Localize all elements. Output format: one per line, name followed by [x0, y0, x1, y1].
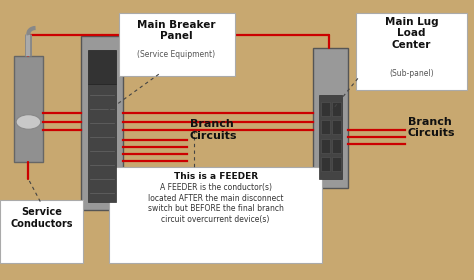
Text: A FEEDER is the conductor(s)
located AFTER the main disconnect
switch but BEFORE: A FEEDER is the conductor(s) located AFT…: [148, 183, 283, 224]
Bar: [88, 84, 116, 202]
Bar: [88, 50, 116, 84]
Bar: [321, 157, 330, 171]
Bar: [321, 120, 330, 134]
Bar: [332, 120, 341, 134]
Bar: [332, 139, 341, 153]
FancyBboxPatch shape: [0, 200, 83, 263]
FancyBboxPatch shape: [109, 167, 322, 263]
Text: Main Lug
Load
Center: Main Lug Load Center: [384, 17, 438, 50]
Bar: [319, 95, 342, 179]
Bar: [321, 139, 330, 153]
FancyBboxPatch shape: [118, 13, 235, 76]
Text: Branch
Circuits: Branch Circuits: [408, 116, 455, 138]
Text: Service
Conductors: Service Conductors: [10, 207, 73, 229]
Bar: [321, 102, 330, 116]
Text: Main Breaker
Panel: Main Breaker Panel: [137, 20, 216, 41]
FancyBboxPatch shape: [356, 13, 467, 90]
Text: (Sub-panel): (Sub-panel): [389, 69, 434, 78]
Bar: [332, 102, 341, 116]
Text: Branch
Circuits: Branch Circuits: [190, 119, 237, 141]
Bar: [14, 56, 43, 162]
Text: This is a FEEDER: This is a FEEDER: [173, 172, 258, 181]
Circle shape: [16, 115, 41, 129]
Bar: [332, 157, 341, 171]
Bar: [313, 48, 348, 188]
Text: (Service Equipment): (Service Equipment): [137, 50, 215, 59]
Bar: [81, 36, 123, 210]
